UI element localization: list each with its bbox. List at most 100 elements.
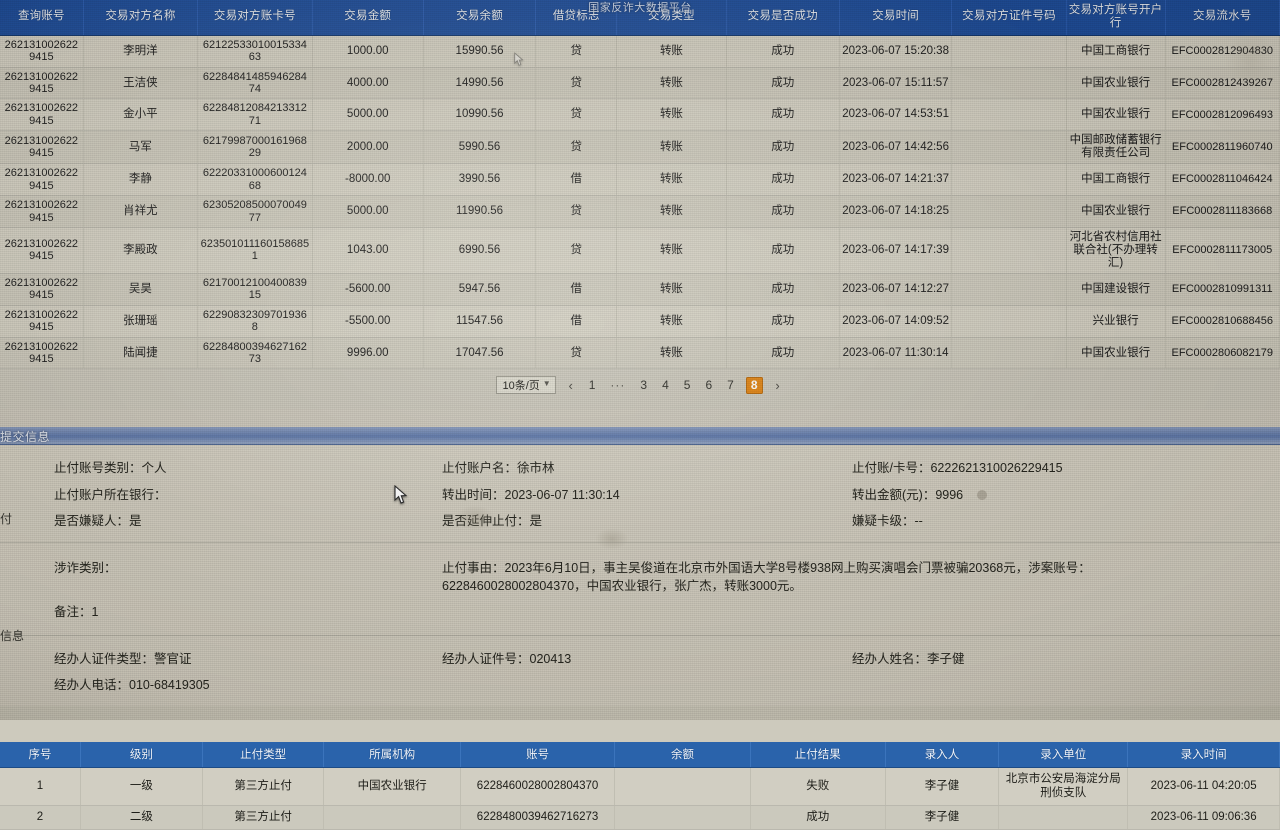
table-row[interactable]: 2621310026229415 李静 6222033100060012468 …	[0, 163, 1280, 197]
cell-counterparty-id	[951, 227, 1067, 274]
cell-counterparty-card: 622908323097019368	[197, 305, 313, 338]
cell-query-account: 2621310026229415	[0, 67, 84, 100]
col-level[interactable]: 级别	[80, 742, 203, 769]
col-stop-result[interactable]: 止付结果	[750, 742, 886, 769]
submit-info-section-header: 提交信息	[0, 427, 1280, 446]
cell-institution	[323, 805, 461, 830]
cell-txn-type: 转账	[616, 273, 727, 306]
cell-dc-flag: 贷	[535, 35, 618, 68]
cell-query-account: 2621310026229415	[0, 98, 84, 132]
col-counterparty-name[interactable]: 交易对方名称	[83, 0, 199, 36]
cell-success: 成功	[726, 35, 840, 68]
cell-balance: 10990.56	[423, 98, 537, 132]
col-operator[interactable]: 录入人	[885, 742, 1000, 769]
cell-serial-no: EFC0002811046424	[1165, 163, 1280, 197]
cell-counterparty-id	[951, 195, 1067, 228]
cell-counterparty-bank: 中国农业银行	[1066, 337, 1166, 370]
cell-account: 6228460028002804370	[460, 767, 616, 806]
field-remark: 备注：1	[54, 605, 99, 620]
edge-label-xinxi: 信息	[0, 629, 25, 644]
page-button-4[interactable]: 4	[662, 378, 669, 393]
field-handler-id-no: 经办人证件号：020413	[442, 652, 572, 667]
results-table: 序号 级别 止付类型 所属机构 账号 余额 止付结果 录入人 录入单位 录入时间…	[0, 742, 1280, 830]
cell-counterparty-name: 金小平	[83, 98, 199, 132]
cell-txn-time: 2023-06-07 11:30:14	[839, 337, 953, 370]
cell-counterparty-bank: 中国农业银行	[1066, 98, 1166, 132]
cell-counterparty-card: 6228484148594628474	[197, 67, 313, 100]
col-balance[interactable]: 交易余额	[423, 0, 537, 36]
col-seq[interactable]: 序号	[0, 742, 81, 769]
col-institution[interactable]: 所属机构	[323, 742, 461, 769]
page-button-8-current[interactable]: 8	[745, 376, 763, 394]
cell-stop-type: 第三方止付	[202, 767, 325, 806]
cell-query-account: 2621310026229415	[0, 227, 84, 274]
cell-txn-type: 转账	[616, 227, 727, 274]
cell-dc-flag: 借	[535, 163, 618, 197]
cell-serial-no: EFC0002811183668	[1165, 195, 1280, 228]
table-row[interactable]: 2621310026229415 陆闻捷 6228480039462716273…	[0, 337, 1280, 370]
cell-amount: 9996.00	[312, 337, 424, 370]
col-balance[interactable]: 余额	[614, 742, 751, 769]
cell-txn-time: 2023-06-07 14:09:52	[839, 305, 953, 338]
col-counterparty-id-number[interactable]: 交易对方证件号码	[951, 0, 1067, 36]
table-row[interactable]: 2621310026229415 肖祥尤 6230520850007004977…	[0, 195, 1280, 228]
col-transaction-type[interactable]: 交易类型	[616, 0, 727, 36]
col-serial-number[interactable]: 交易流水号	[1165, 0, 1280, 36]
col-debit-credit-flag[interactable]: 借贷标志	[535, 0, 618, 36]
col-transaction-success[interactable]: 交易是否成功	[726, 0, 840, 36]
col-transaction-time[interactable]: 交易时间	[839, 0, 953, 36]
cell-counterparty-name: 陆闻捷	[83, 337, 199, 370]
cell-amount: 4000.00	[312, 67, 424, 100]
col-query-account[interactable]: 查询账号	[0, 0, 84, 36]
transactions-table: 查询账号 交易对方名称 交易对方账卡号 交易金额 交易余额 借贷标志 交易类型 …	[0, 0, 1280, 370]
col-entry-time[interactable]: 录入时间	[1127, 742, 1280, 769]
next-page-button[interactable]: ›	[775, 377, 780, 393]
cell-txn-type: 转账	[616, 337, 727, 370]
col-counterparty-bank[interactable]: 交易对方账号开户行	[1066, 0, 1166, 36]
cell-success: 成功	[726, 67, 840, 100]
col-account[interactable]: 账号	[460, 742, 616, 769]
cell-counterparty-name: 吴昊	[83, 273, 199, 306]
field-stop-card-no: 止付账/卡号：6222621310026229415	[852, 461, 1063, 476]
table-row[interactable]: 2621310026229415 李明洋 6212253301001533463…	[0, 35, 1280, 68]
transactions-header-row: 查询账号 交易对方名称 交易对方账卡号 交易金额 交易余额 借贷标志 交易类型 …	[0, 0, 1280, 36]
field-stop-reason: 止付事由：2023年6月10日，事主吴俊道在北京市外国语大学8号楼938网上购买…	[442, 560, 1091, 593]
cell-operator: 李子健	[885, 767, 1000, 806]
col-stop-type[interactable]: 止付类型	[202, 742, 325, 769]
cell-account: 6228480039462716273	[460, 805, 616, 830]
page-button-7[interactable]: 7	[727, 378, 734, 393]
table-row[interactable]: 2 二级 第三方止付 6228480039462716273 成功 李子健 20…	[0, 805, 1280, 830]
cell-success: 成功	[726, 195, 840, 228]
table-row[interactable]: 2621310026229415 李殿政 6235010111601586851…	[0, 227, 1280, 274]
cell-dc-flag: 贷	[535, 130, 618, 165]
col-amount[interactable]: 交易金额	[312, 0, 424, 36]
cell-counterparty-card: 6228480039462716273	[197, 337, 313, 370]
handler-info-block: 经办人证件类型：警官证 经办人证件号：020413 经办人姓名：李子健 经办人电…	[0, 636, 1280, 706]
cell-counterparty-name: 马军	[83, 130, 199, 165]
col-unit[interactable]: 录入单位	[998, 742, 1129, 769]
col-counterparty-card[interactable]: 交易对方账卡号	[197, 0, 313, 36]
transactions-table-region: 国家反诈大数据平台 查询账号 交易对方名称 交易对方账卡号 交易金额 交易余额 …	[0, 0, 1280, 370]
table-row[interactable]: 2621310026229415 马军 6217998700016196829 …	[0, 130, 1280, 165]
prev-page-button[interactable]: ‹	[568, 377, 573, 393]
cell-counterparty-bank: 中国农业银行	[1066, 67, 1166, 100]
table-row[interactable]: 1 一级 第三方止付 中国农业银行 6228460028002804370 失败…	[0, 767, 1280, 806]
page-button-1[interactable]: 1	[588, 378, 596, 393]
cell-balance: 11990.56	[423, 195, 537, 228]
page-button-3[interactable]: 3	[640, 378, 648, 393]
page-button-5[interactable]: 5	[683, 378, 691, 393]
cell-balance: 3990.56	[423, 163, 537, 197]
table-row[interactable]: 2621310026229415 张珊瑶 622908323097019368 …	[0, 305, 1280, 338]
cell-dc-flag: 借	[535, 305, 618, 338]
table-row[interactable]: 2621310026229415 王洁侠 6228484148594628474…	[0, 67, 1280, 100]
cell-seq: 1	[0, 767, 81, 806]
cell-unit: 北京市公安局海淀分局刑侦支队	[998, 767, 1129, 806]
cell-query-account: 2621310026229415	[0, 195, 84, 228]
cell-balance: 17047.56	[423, 337, 537, 370]
table-row[interactable]: 2621310026229415 吴昊 6217001210040083915 …	[0, 273, 1280, 306]
table-row[interactable]: 2621310026229415 金小平 6228481208421331271…	[0, 98, 1280, 132]
cell-txn-time: 2023-06-07 15:20:38	[839, 35, 953, 68]
cell-serial-no: EFC0002810688456	[1165, 305, 1280, 338]
page-button-6[interactable]: 6	[705, 378, 713, 393]
page-size-select[interactable]: 10条/页 ▼	[496, 376, 556, 395]
